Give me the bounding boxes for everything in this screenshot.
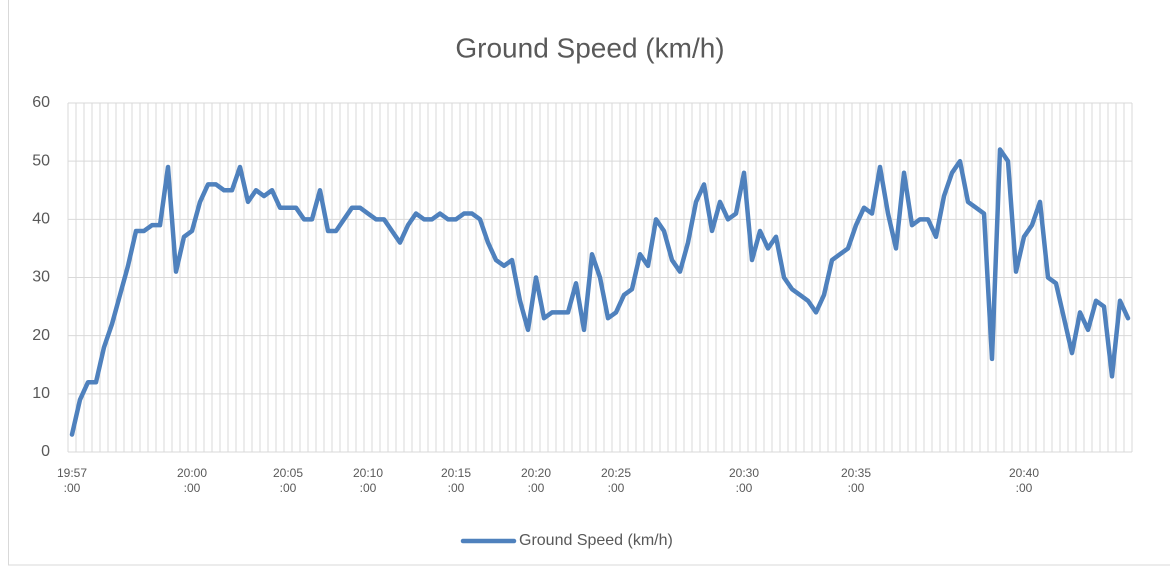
x-tick-label: 20:40:00	[1008, 466, 1040, 495]
x-tick-label: 20:25:00	[600, 466, 632, 495]
y-tick-label: 20	[32, 327, 50, 344]
chart-title: Ground Speed (km/h)	[455, 32, 724, 63]
legend-label: Ground Speed (km/h)	[519, 532, 673, 549]
x-tick-label: 20:30:00	[728, 466, 760, 495]
chart-border	[8, 0, 1170, 566]
y-tick-label: 60	[32, 94, 50, 111]
y-tick-label: 50	[32, 152, 50, 169]
y-tick-label: 30	[32, 269, 50, 286]
y-tick-label: 0	[41, 443, 50, 460]
x-tick-label: 20:35:00	[840, 466, 872, 495]
x-tick-label: 20:05:00	[272, 466, 304, 495]
x-tick-label: 20:20:00	[520, 466, 552, 495]
series-line	[69, 147, 1131, 437]
y-tick-label: 40	[32, 211, 50, 228]
y-tick-label: 10	[32, 385, 50, 402]
x-tick-label: 20:10:00	[352, 466, 384, 495]
x-tick-label: 20:15:00	[440, 466, 472, 495]
x-tick-label: 20:00:00	[176, 466, 208, 495]
x-tick-label: 19:57:00	[56, 466, 88, 495]
